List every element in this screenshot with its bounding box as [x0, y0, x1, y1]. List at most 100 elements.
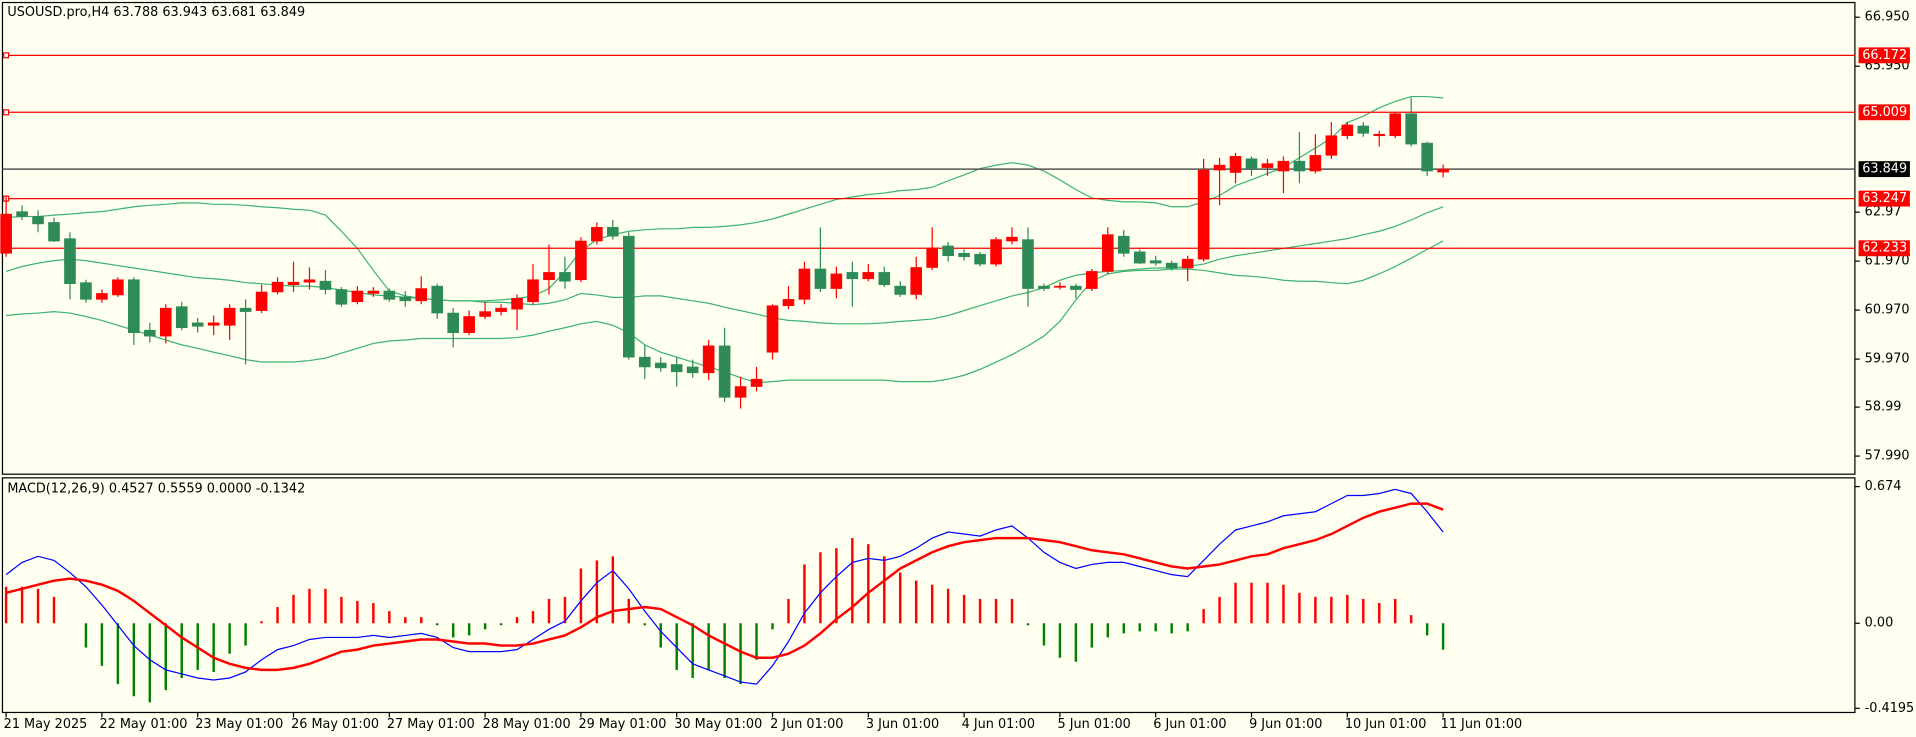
candle-body [1229, 156, 1242, 173]
candle-body [974, 253, 986, 265]
candle-body [144, 329, 156, 337]
candle-body [718, 345, 731, 398]
candle-body [1149, 260, 1162, 264]
candle-body [1102, 234, 1114, 272]
y-tick-label: 62.97 [1865, 205, 1902, 220]
histogram-bar [1409, 615, 1413, 624]
current-price-label: 63.849 [1862, 162, 1907, 177]
histogram-bar [659, 623, 662, 648]
histogram-bar [356, 600, 359, 624]
histogram-bar [36, 588, 40, 624]
candle-body [112, 279, 124, 296]
x-tick-label: 28 May 01:00 [483, 717, 571, 732]
candle-body [1437, 168, 1449, 173]
y-tick-label: -0.4195 [1865, 701, 1915, 716]
candle-body [32, 216, 44, 225]
histogram-bar [611, 556, 615, 624]
histogram-bar [595, 560, 599, 624]
candle-body [1086, 271, 1098, 289]
histogram-bar [1042, 623, 1046, 646]
candle-body [335, 289, 348, 305]
candle-body [942, 245, 954, 257]
histogram-bar [627, 598, 631, 624]
candle-body [575, 240, 587, 281]
candle-body [1165, 262, 1178, 269]
candle-body [287, 281, 300, 285]
histogram-bar [1378, 602, 1381, 624]
candle-body [271, 281, 284, 293]
histogram-bar [1010, 598, 1014, 624]
candle-body [96, 293, 108, 300]
level-anchor [3, 109, 10, 116]
histogram-bar [643, 623, 646, 626]
candle-body [447, 312, 459, 333]
histogram-bar [324, 588, 327, 624]
histogram-bar [1346, 594, 1349, 624]
candle-body [559, 272, 571, 282]
histogram-bar [148, 623, 152, 703]
histogram-bar [1234, 582, 1237, 624]
histogram-bar [4, 586, 8, 624]
histogram-bar [914, 580, 918, 624]
histogram-bar [723, 623, 726, 679]
histogram-bar [579, 568, 583, 624]
candle-body [750, 378, 763, 387]
x-tick-label: 26 May 01:00 [291, 717, 379, 732]
histogram-bar [1026, 623, 1030, 626]
histogram-bar [547, 598, 551, 624]
current-price-box [1858, 161, 1910, 178]
candle-body [654, 362, 667, 369]
candle-body [782, 299, 795, 307]
candle-body [1277, 160, 1290, 172]
histogram-bar [883, 556, 886, 624]
histogram-bar [340, 596, 343, 624]
histogram-bar [691, 623, 694, 679]
candle-body [894, 285, 907, 295]
histogram-bar [260, 621, 263, 624]
level-label: 62.233 [1862, 241, 1907, 256]
candle-body [686, 366, 699, 374]
x-tick-label: 29 May 01:00 [578, 717, 666, 732]
histogram-bar [930, 584, 934, 624]
indicator-line [5, 488, 1444, 685]
histogram-bar [84, 623, 88, 648]
x-tick-label: 3 Jun 01:00 [866, 717, 939, 732]
candle-body [926, 247, 938, 268]
histogram-bar [1170, 623, 1173, 634]
histogram-bar [1202, 609, 1205, 624]
histogram-bar [946, 588, 950, 624]
candle-body [638, 356, 651, 368]
candle-body [191, 322, 204, 327]
histogram-bar [1074, 623, 1078, 662]
candle-body [1133, 251, 1146, 264]
histogram-bar [962, 594, 966, 624]
histogram-bar [212, 623, 215, 672]
candle-body [862, 272, 875, 280]
candle-body [511, 298, 523, 310]
x-tick-label: 30 May 01:00 [674, 717, 762, 732]
histogram-bar [1393, 598, 1397, 624]
level-label-box [1858, 104, 1910, 121]
candle-body [1054, 285, 1066, 288]
candle-body [48, 222, 60, 242]
candle-body [1006, 236, 1018, 242]
histogram-bar [819, 552, 822, 624]
x-tick-label: 23 May 01:00 [195, 717, 283, 732]
candle-body [1213, 164, 1226, 171]
candle-body [239, 307, 252, 312]
candle-body [1261, 163, 1274, 168]
candle-body [463, 316, 475, 333]
histogram-bar [739, 623, 742, 685]
candle-body [1070, 285, 1082, 290]
y-tick-label: 59.970 [1865, 352, 1910, 367]
candle-body [1357, 125, 1370, 134]
candle-body [1341, 124, 1354, 137]
histogram-bar [1186, 623, 1189, 632]
candle-body [159, 307, 172, 337]
histogram-bar [899, 572, 902, 624]
histogram-bar [1250, 582, 1253, 624]
histogram-bar [1362, 598, 1365, 624]
histogram-bar [1425, 623, 1429, 636]
level-label: 63.247 [1862, 191, 1907, 206]
histogram-bar [420, 617, 423, 624]
